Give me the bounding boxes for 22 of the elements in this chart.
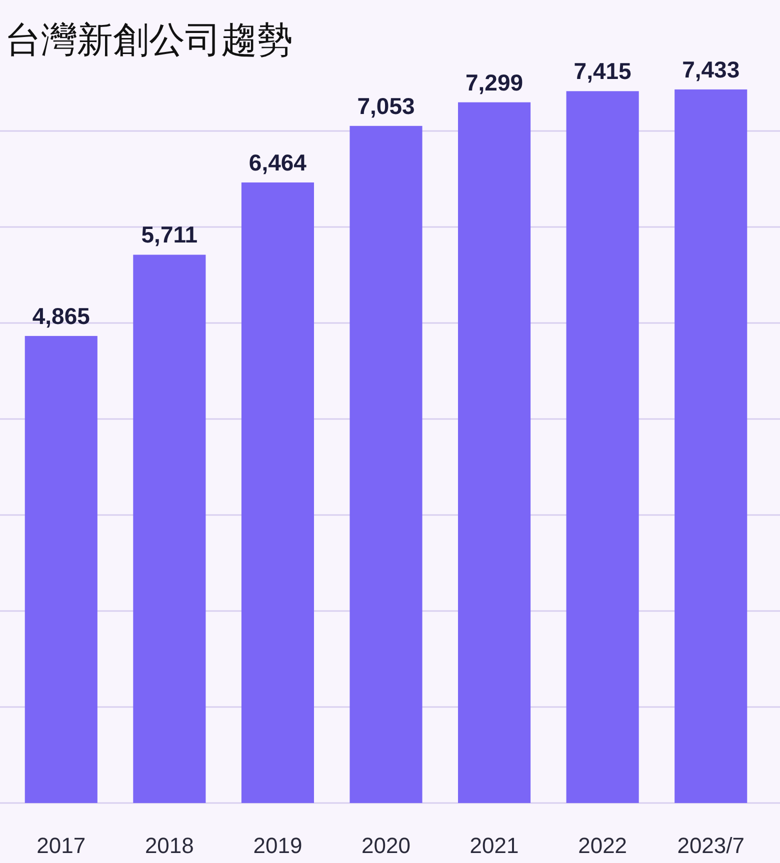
data-label: 7,299 — [466, 69, 524, 96]
data-label: 4,865 — [32, 302, 90, 329]
data-label: 5,711 — [141, 222, 198, 248]
bar — [133, 254, 206, 803]
x-tick-label: 2023/7 — [677, 833, 745, 858]
x-tick-label: 2019 — [253, 833, 302, 858]
x-tick-label: 2022 — [578, 833, 628, 858]
chart-title: 台灣新創公司趨勢 — [5, 19, 293, 60]
x-tick-label: 2021 — [470, 833, 519, 858]
bar — [350, 126, 422, 803]
x-tick-label: 2017 — [36, 833, 86, 858]
data-label: 7,415 — [574, 58, 632, 84]
bar — [24, 336, 98, 803]
bar — [458, 102, 531, 803]
bar — [241, 182, 314, 803]
x-tick-label: 2018 — [144, 833, 194, 858]
data-label: 6,464 — [248, 149, 307, 176]
x-tick-label: 2020 — [362, 833, 410, 858]
bar — [674, 89, 748, 803]
data-label: 7,053 — [357, 92, 415, 119]
data-label: 7,433 — [682, 56, 740, 82]
bar — [566, 91, 639, 803]
